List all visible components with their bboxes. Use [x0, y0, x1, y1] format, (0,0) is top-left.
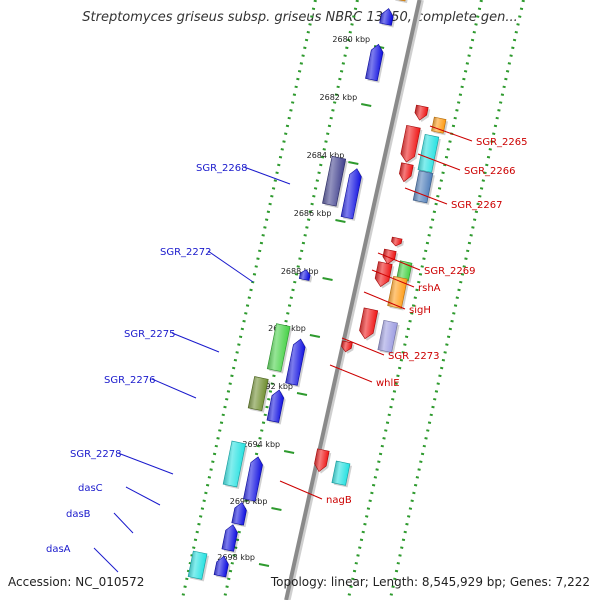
- gene-sgr-2273-block: [377, 319, 398, 353]
- kbp-tick-label: 2682 kbp: [320, 93, 358, 102]
- gene-arrow: [391, 236, 403, 247]
- kbp-tick-mark: [322, 277, 333, 281]
- left-gene-label: dasA: [46, 544, 71, 555]
- left-gene-label: dasB: [66, 509, 91, 520]
- gene-arrow: [374, 261, 393, 287]
- right-gene-label: SGR_2267: [451, 200, 503, 211]
- inner-right-tick-track: [346, 0, 483, 600]
- left-label-leader: [171, 332, 220, 353]
- inner-left-tick-track: [222, 0, 359, 600]
- gene-arrow: [341, 340, 353, 353]
- gene-sgr-2278-block: [222, 440, 246, 488]
- left-label-leader: [113, 512, 134, 534]
- gene-arrow: [365, 43, 384, 82]
- right-gene-label: SGR_2269: [424, 266, 476, 277]
- gene-sgr-2276-block: [247, 376, 269, 412]
- kbp-tick-mark: [283, 450, 295, 454]
- kbp-tick-label: 2680 kbp: [332, 35, 370, 44]
- left-label-leader: [125, 486, 161, 506]
- right-gene-label: nagB: [326, 495, 352, 506]
- left-gene-label: SGR_2268: [196, 163, 248, 174]
- gene-arrow: [314, 448, 330, 473]
- gene-arrow: [213, 555, 229, 578]
- gene-arrow: [340, 168, 362, 220]
- gene-sigh-block: [387, 275, 408, 309]
- gene-arrow: [359, 307, 379, 340]
- gene-sgr-2275-block: [266, 323, 291, 372]
- gene-arrow: [400, 125, 421, 163]
- kbp-tick-label: 2684 kbp: [307, 151, 345, 160]
- kbp-tick-label: 2692 kbp: [255, 382, 293, 391]
- gene-arrow: [243, 456, 263, 502]
- kbp-tick-label: 2686 kbp: [294, 209, 332, 218]
- outer-right-tick-track: [388, 0, 525, 600]
- left-gene-label: SGR_2276: [104, 375, 156, 386]
- right-gene-label: whlE: [376, 378, 400, 389]
- left-label-leader: [243, 166, 291, 185]
- kbp-tick-label: 2688 kbp: [281, 267, 319, 276]
- kbp-tick-label: 2696 kbp: [230, 497, 268, 506]
- left-label-leader: [93, 547, 119, 573]
- right-gene-label: sigH: [409, 305, 431, 316]
- left-label-leader: [207, 250, 254, 283]
- backbone-line: [284, 0, 422, 600]
- kbp-tick-mark: [361, 103, 372, 107]
- right-label-leader: [404, 187, 448, 205]
- gene-block: [431, 116, 447, 134]
- gene-arrow: [221, 524, 238, 552]
- right-label-leader: [417, 153, 461, 171]
- gene-sgr-2267-block: [412, 170, 434, 204]
- kbp-tick-mark: [271, 507, 282, 511]
- gene-block: [396, 260, 413, 282]
- gene-arrow: [414, 104, 429, 121]
- right-gene-label: SGR_2273: [388, 351, 440, 362]
- gene-arrow: [298, 269, 311, 281]
- kbp-tick-mark: [309, 334, 321, 338]
- gene-nagb-block: [331, 460, 351, 486]
- kbp-tick-label: 2694 kbp: [242, 440, 280, 449]
- left-gene-label: SGR_2278: [70, 449, 122, 460]
- topology-label: Topology: linear; Length: 8,545,929 bp; …: [270, 575, 590, 589]
- right-label-leader: [429, 125, 473, 142]
- gene-arrow: [285, 338, 306, 386]
- gene-block: [398, 0, 406, 2]
- kbp-tick-label: 2698 kbp: [217, 553, 255, 562]
- kbp-tick-mark: [335, 219, 346, 223]
- left-label-leader: [151, 378, 197, 399]
- left-gene-label: dasC: [78, 483, 103, 494]
- gene-arrow: [266, 389, 285, 423]
- right-gene-label: SGR_2265: [476, 137, 528, 148]
- gene-sgr-2268-block: [322, 155, 347, 207]
- left-gene-label: SGR_2275: [124, 329, 176, 340]
- accession-label: Accession: NC_010572: [8, 575, 145, 589]
- right-label-leader: [329, 364, 373, 383]
- kbp-tick-mark: [258, 563, 270, 567]
- right-label-leader: [371, 269, 415, 288]
- outer-left-tick-track: [180, 0, 317, 600]
- right-label-leader: [341, 337, 385, 356]
- gene-arrow: [231, 501, 247, 526]
- kbp-tick-mark: [348, 161, 359, 165]
- gene-arrow: [379, 8, 394, 26]
- gene-block: [187, 550, 208, 580]
- right-label-leader: [279, 480, 323, 500]
- left-label-leader: [117, 452, 174, 475]
- right-label-leader: [363, 291, 406, 310]
- gene-arrow: [399, 162, 414, 183]
- kbp-tick-mark: [296, 392, 308, 396]
- right-gene-label: rshA: [418, 283, 441, 294]
- right-label-leader: [377, 252, 421, 271]
- genome-title: Streptomyces griseus subsp. griseus NBRC…: [82, 10, 518, 25]
- left-gene-label: SGR_2272: [160, 247, 212, 258]
- right-gene-label: SGR_2266: [464, 166, 516, 177]
- gene-sgr-2266-block: [417, 134, 440, 173]
